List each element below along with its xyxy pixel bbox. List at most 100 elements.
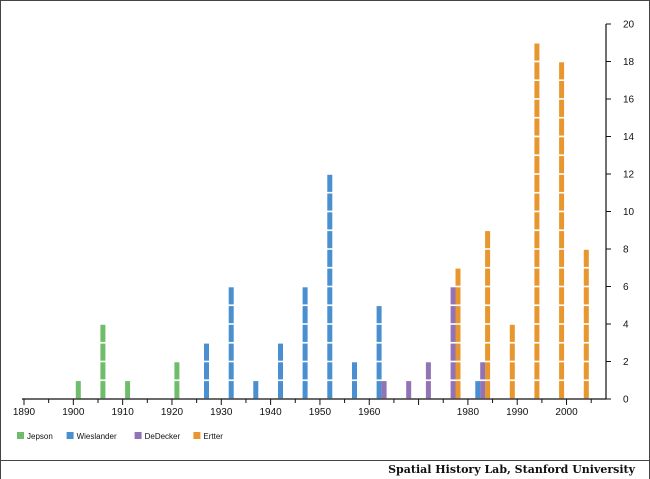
legend-swatch <box>17 432 24 439</box>
bar-segment <box>534 287 540 305</box>
bar-jepson-1906 <box>100 324 106 399</box>
bar-segment <box>534 212 540 230</box>
bar-segment <box>278 381 283 399</box>
bar-segment <box>302 306 308 324</box>
bar-segment <box>583 306 589 324</box>
bar-ertter-1999 <box>559 62 565 399</box>
y-tick-label: 6 <box>623 282 629 293</box>
bar-segment <box>534 156 540 174</box>
legend-item-ertter: Ertter <box>193 432 223 441</box>
bar-segment <box>253 381 259 399</box>
bar-segment <box>278 343 283 361</box>
bar-ertter-2004 <box>583 249 589 399</box>
bar-segment <box>559 137 565 155</box>
bar-segment <box>509 381 515 399</box>
bar-segment <box>450 381 456 399</box>
bar-segment <box>352 362 357 380</box>
bar-segment <box>381 381 387 399</box>
x-tick-label: 1900 <box>62 407 85 418</box>
bar-segment <box>534 249 540 267</box>
bar-segment <box>228 362 234 380</box>
bar-segment <box>534 193 540 211</box>
x-tick-label: 1980 <box>457 407 480 418</box>
bar-segment <box>455 268 461 286</box>
footer: Spatial History Lab, Stanford University <box>1 460 649 479</box>
bar-segment <box>228 381 234 399</box>
bar-wieslander-1962 <box>376 306 382 399</box>
x-tick-label: 1910 <box>112 407 135 418</box>
bar-segment <box>228 343 234 361</box>
bar-segment <box>302 287 308 305</box>
bar-segment <box>559 99 565 117</box>
bar-segment <box>559 231 565 249</box>
bar-segment <box>534 306 540 324</box>
bar-segment <box>559 156 565 174</box>
bar-segment <box>583 324 589 342</box>
axes: 1890 1900 1910 1920 1930 1940 1950 1960 1980 1990… <box>13 20 635 419</box>
bar-segment <box>534 118 540 136</box>
bar-segment <box>485 343 491 361</box>
x-tick-label: 1990 <box>506 407 529 418</box>
y-tick-label: 0 <box>623 395 629 406</box>
x-tick-label: 1890 <box>13 407 36 418</box>
x-tick-label: 1930 <box>210 407 233 418</box>
bar-segment <box>228 287 234 305</box>
bar-wieslander-1942 <box>278 343 283 399</box>
bar-wieslander-1932 <box>228 287 234 399</box>
bar-segment <box>376 381 382 399</box>
bar-ertter-1989 <box>509 324 515 399</box>
bar-segment <box>174 381 180 399</box>
bar-segment <box>327 287 333 305</box>
bar-jepson-1911 <box>125 381 131 399</box>
bar-segment <box>534 62 540 80</box>
bar-segment <box>125 381 131 399</box>
legend-label: Jepson <box>27 432 53 441</box>
bar-segment <box>455 343 461 361</box>
legend-label: DeDecker <box>145 432 181 441</box>
bar-segment <box>509 343 515 361</box>
bar-segment <box>327 231 333 249</box>
bar-segment <box>278 362 283 380</box>
bar-segment <box>455 381 461 399</box>
bar-segment <box>485 249 491 267</box>
bar-segment <box>583 287 589 305</box>
bar-segment <box>534 137 540 155</box>
bar-segment <box>228 324 234 342</box>
bar-segment <box>485 306 491 324</box>
y-tick-label: 20 <box>623 20 635 31</box>
bar-segment <box>534 362 540 380</box>
bar-segment <box>204 381 209 399</box>
bar-segment <box>559 381 565 399</box>
y-tick-label: 12 <box>623 170 635 181</box>
bar-segment <box>559 343 565 361</box>
bar-segment <box>327 324 333 342</box>
bar-segment <box>327 174 333 192</box>
bar-segment <box>450 343 456 361</box>
bar-wieslander-1927 <box>204 343 209 399</box>
bar-segment <box>425 381 431 399</box>
y-tick-label: 14 <box>623 132 635 143</box>
bar-ertter-1994 <box>534 43 540 399</box>
bar-ertter-1978 <box>455 268 461 399</box>
bar-segment <box>583 268 589 286</box>
bar-segment <box>376 343 382 361</box>
bar-segment <box>450 324 456 342</box>
bar-segment <box>583 249 589 267</box>
y-tick-label: 8 <box>623 245 629 256</box>
bar-jepson-1921 <box>174 362 180 399</box>
bar-segment <box>559 249 565 267</box>
bar-segment <box>327 381 333 399</box>
bar-segment <box>534 231 540 249</box>
bar-segment <box>228 306 234 324</box>
bar-segment <box>327 362 333 380</box>
bar-segment <box>450 306 456 324</box>
bar-segment <box>327 249 333 267</box>
x-tick-label: 1940 <box>259 407 282 418</box>
bar-segment <box>204 343 209 361</box>
legend: Jepson Wieslander DeDecker Ertter <box>17 432 223 441</box>
legend-swatch <box>193 432 201 439</box>
bar-segment <box>450 287 456 305</box>
bar-segment <box>559 268 565 286</box>
bar-wieslander-1982 <box>475 381 481 399</box>
